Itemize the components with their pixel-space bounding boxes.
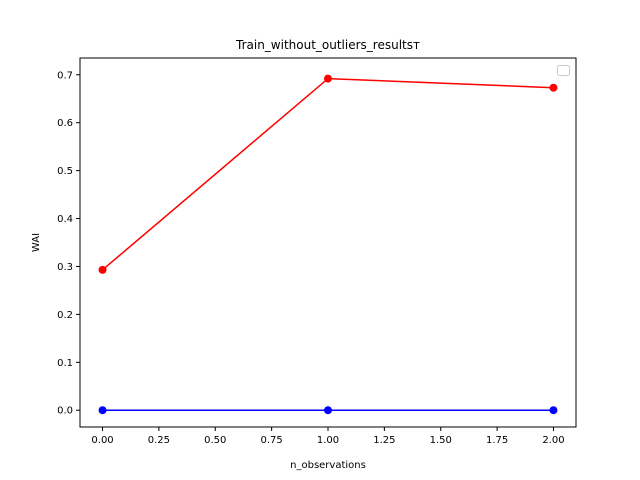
legend-box (557, 65, 570, 76)
y-axis-label: WAI (31, 233, 42, 252)
x-tick-label: 1.50 (430, 435, 452, 446)
x-axis-label: n_observations (290, 460, 366, 471)
x-tick-label: 0.25 (148, 435, 170, 446)
data-point-0-1 (324, 74, 332, 83)
chart-title: Train_without_outliers_resultsᴛ (235, 38, 420, 52)
y-tick-label: 0.1 (57, 358, 73, 369)
series-layer (98, 74, 558, 415)
x-axis-ticks: 0.00 0.25 0.50 0.75 1.00 1.25 1.50 1.75 2.00 (91, 427, 565, 446)
x-tick-label: 0.00 (91, 435, 113, 446)
y-tick-label: 0.4 (57, 214, 73, 225)
y-tick-label: 0.2 (57, 310, 73, 321)
data-point-1-2 (549, 406, 558, 415)
plot-area (80, 58, 576, 427)
y-tick-label: 0.7 (57, 70, 73, 81)
data-point-1-0 (98, 406, 107, 415)
x-tick-label: 0.75 (261, 435, 283, 446)
x-tick-label: 0.50 (204, 435, 226, 446)
data-point-0-0 (98, 265, 107, 274)
data-point-1-1 (324, 406, 332, 415)
x-tick-label: 1.00 (317, 435, 339, 446)
x-tick-label: 1.75 (486, 435, 508, 446)
y-tick-label: 0.5 (57, 166, 73, 177)
data-point-0-2 (549, 83, 558, 92)
x-tick-label: 2.00 (542, 435, 564, 446)
y-tick-label: 0.0 (57, 406, 73, 417)
y-tick-label: 0.3 (57, 262, 73, 273)
x-tick-label: 1.25 (373, 435, 395, 446)
y-axis-ticks: 0.0 0.1 0.2 0.3 0.4 0.5 0.6 0.7 (57, 70, 80, 417)
y-tick-label: 0.6 (57, 118, 73, 129)
axes-frame (79, 57, 577, 428)
